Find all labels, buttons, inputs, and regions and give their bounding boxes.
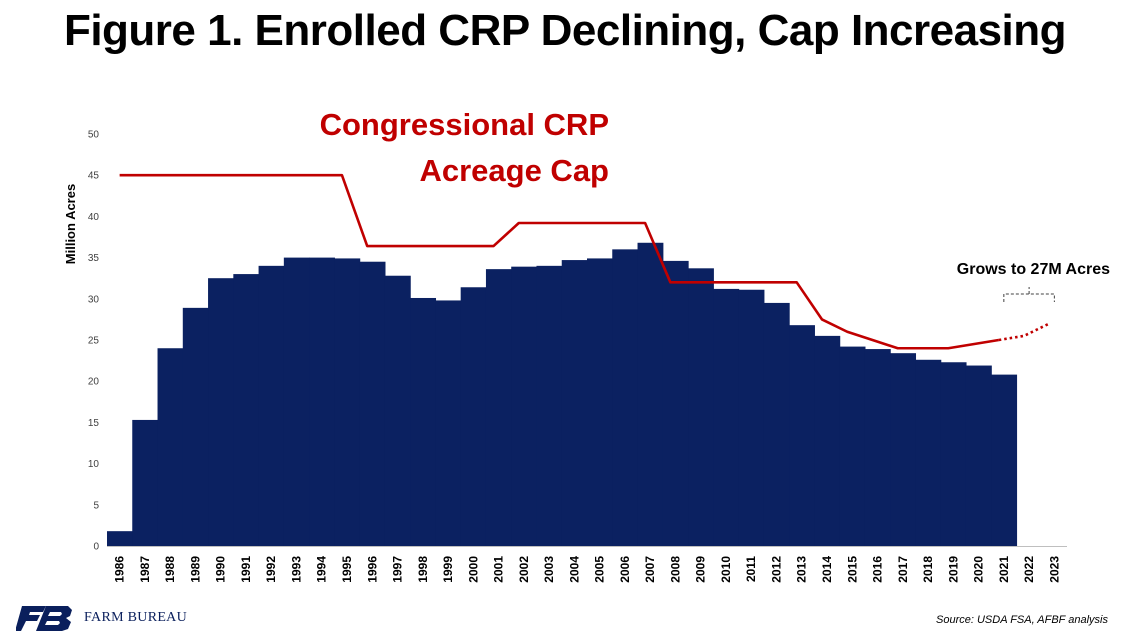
y-tick-label-35: 35 [88, 253, 100, 264]
x-tick-label-2017: 2017 [896, 556, 910, 583]
bar-1992 [258, 265, 285, 546]
y-tick-label-40: 40 [88, 212, 100, 223]
bar-1997 [384, 275, 411, 546]
bar-2012 [763, 302, 790, 546]
bar-2017 [890, 353, 917, 546]
bar-2002 [511, 266, 538, 546]
bar-2008 [662, 260, 689, 546]
farm-bureau-logo-icon [16, 606, 72, 631]
bar-2009 [688, 268, 714, 546]
bar-1996 [359, 261, 386, 546]
y-tick-label-30: 30 [88, 294, 100, 305]
bar-1991 [233, 274, 260, 546]
y-tick-label-50: 50 [88, 130, 100, 141]
bar-2011 [738, 289, 765, 546]
x-tick-label-2022: 2022 [1022, 556, 1036, 583]
x-tick-label-1987: 1987 [138, 556, 152, 583]
cap-series-label-line2: Acreage Cap [419, 153, 609, 188]
bar-2014 [814, 335, 841, 546]
x-tick-label-2001: 2001 [492, 556, 506, 583]
x-tick-label-2005: 2005 [593, 556, 607, 583]
x-tick-label-2014: 2014 [820, 556, 834, 583]
x-tick-label-2021: 2021 [997, 556, 1011, 583]
bar-2004 [561, 260, 588, 546]
x-tick-label-1992: 1992 [264, 556, 278, 583]
bar-1994 [309, 257, 335, 546]
annotation-text: Grows to 27M Acres [957, 261, 1110, 278]
y-tick-label-45: 45 [88, 171, 100, 182]
x-tick-label-2011: 2011 [744, 556, 758, 582]
x-tick-label-1997: 1997 [391, 556, 405, 583]
x-tick-label-2000: 2000 [466, 556, 480, 583]
x-tick-label-1998: 1998 [416, 556, 430, 583]
y-tick-label-20: 20 [88, 377, 100, 388]
x-tick-label-2013: 2013 [795, 556, 809, 583]
x-tick-label-1993: 1993 [289, 556, 303, 583]
bar-2000 [460, 287, 487, 546]
x-tick-label-2007: 2007 [643, 556, 657, 583]
x-tick-label-2006: 2006 [618, 556, 632, 583]
x-tick-label-1996: 1996 [365, 556, 379, 583]
x-tick-label-2020: 2020 [972, 556, 986, 583]
bar-2001 [485, 269, 512, 546]
chart-title: Figure 1. Enrolled CRP Declining, Cap In… [63, 6, 1067, 55]
source-note: Source: USDA FSA, AFBF analysis [936, 614, 1108, 626]
bar-1988 [157, 348, 184, 546]
x-tick-label-1995: 1995 [340, 556, 354, 583]
x-tick-label-2002: 2002 [517, 556, 531, 583]
x-tick-label-2019: 2019 [946, 556, 960, 583]
bar-2020 [965, 365, 992, 546]
bar-1993 [283, 257, 310, 546]
bar-2003 [536, 265, 563, 546]
x-tick-label-2008: 2008 [668, 556, 682, 583]
x-tick-label-1988: 1988 [163, 556, 177, 583]
bar-1998 [410, 297, 437, 546]
y-tick-label-10: 10 [88, 459, 100, 470]
x-tick-label-1994: 1994 [315, 556, 329, 583]
x-tick-label-1999: 1999 [441, 556, 455, 583]
bar-1986 [107, 531, 133, 546]
x-tick-label-2009: 2009 [694, 556, 708, 583]
x-tick-label-1986: 1986 [113, 556, 127, 583]
x-tick-label-1989: 1989 [188, 556, 202, 583]
bar-2018 [915, 359, 942, 546]
x-tick-label-2012: 2012 [769, 556, 783, 583]
x-tick-label-1991: 1991 [239, 556, 253, 583]
annotation-bracket [1003, 287, 1055, 302]
x-tick-label-2016: 2016 [871, 556, 885, 583]
cap-series-label-line1: Congressional CRP [320, 107, 609, 142]
y-tick-label-5: 5 [93, 500, 99, 511]
cap-line-projected [998, 322, 1050, 342]
x-tick-label-2003: 2003 [542, 556, 556, 583]
bar-2021 [991, 374, 1018, 546]
bar-2010 [713, 288, 740, 546]
x-tick-label-2015: 2015 [845, 556, 859, 583]
bar-1995 [334, 258, 361, 546]
bar-2015 [839, 346, 866, 546]
bar-2006 [612, 249, 639, 547]
bar-2005 [587, 258, 613, 546]
bar-1987 [132, 419, 159, 546]
y-tick-label-25: 25 [88, 336, 100, 347]
bar-1990 [208, 278, 234, 546]
x-tick-label-1990: 1990 [214, 556, 228, 583]
bar-2019 [940, 362, 967, 546]
bar-2007 [637, 242, 664, 546]
y-tick-label-15: 15 [88, 418, 100, 429]
farm-bureau-logo: FARM BUREAU [16, 604, 187, 632]
y-axis-label: Million Acres [63, 184, 78, 264]
x-tick-label-2004: 2004 [567, 556, 581, 583]
cap-line-actual [119, 173, 999, 350]
x-tick-label-2010: 2010 [719, 556, 733, 583]
bar-1989 [182, 307, 209, 546]
bar-1999 [435, 300, 462, 546]
x-tick-label-2023: 2023 [1047, 556, 1061, 583]
farm-bureau-logo-text: FARM BUREAU [84, 610, 188, 625]
bar-2016 [864, 349, 891, 546]
bar-2013 [789, 325, 815, 546]
x-tick-label-2018: 2018 [921, 556, 935, 583]
y-tick-label-0: 0 [93, 542, 99, 553]
